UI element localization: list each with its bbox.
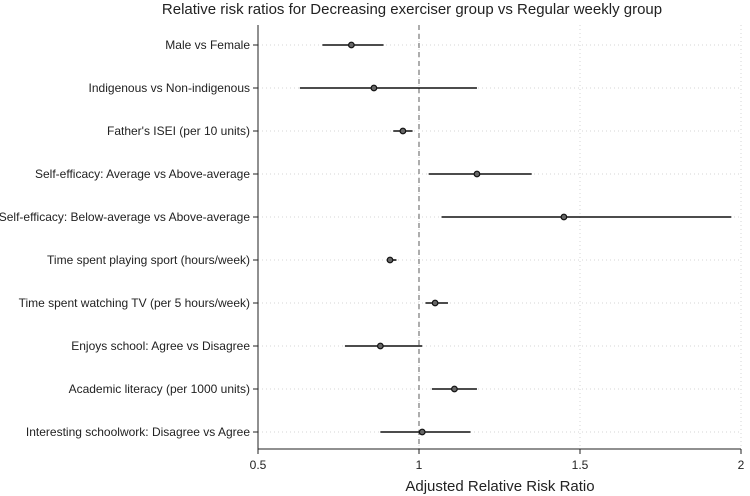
x-tick-label: 0.5 <box>250 458 267 472</box>
point-estimate <box>473 170 481 178</box>
point-estimate <box>399 127 407 135</box>
x-axis-label: Adjusted Relative Risk Ratio <box>405 478 594 495</box>
category-label: Time spent playing sport (hours/week) <box>47 253 250 267</box>
axes: 0.5 1 1.5 2 Male vs Female Indigenous vs Non-… <box>0 25 745 472</box>
point-estimate <box>560 213 568 221</box>
category-label: Self-efficacy: Average vs Above-average <box>35 167 250 181</box>
point-estimate <box>370 84 378 92</box>
category-label: Academic literacy (per 1000 units) <box>69 382 250 396</box>
x-tick-label: 1 <box>416 458 423 472</box>
category-label: Enjoys school: Agree vs Disagree <box>71 339 250 353</box>
x-tick-label: 2 <box>738 458 745 472</box>
category-label: Time spent watching TV (per 5 hours/week… <box>19 296 250 310</box>
point-estimate <box>451 385 458 393</box>
category-label: Self-efficacy: Below-average vs Above-av… <box>0 210 250 224</box>
point-estimate <box>376 342 384 350</box>
data-marks <box>299 25 732 449</box>
point-estimate <box>431 299 439 307</box>
category-label: Indigenous vs Non-indigenous <box>89 81 250 95</box>
x-tick-label: 1.5 <box>572 458 589 472</box>
chart-title: Relative risk ratios for Decreasing exer… <box>162 1 662 18</box>
category-label: Interesting schoolwork: Disagree vs Agre… <box>26 425 250 439</box>
category-label: Male vs Female <box>165 38 250 52</box>
point-estimate <box>347 41 355 49</box>
point-estimate <box>386 256 394 264</box>
point-estimate <box>418 428 426 436</box>
category-label: Father's ISEI (per 10 units) <box>107 124 250 138</box>
